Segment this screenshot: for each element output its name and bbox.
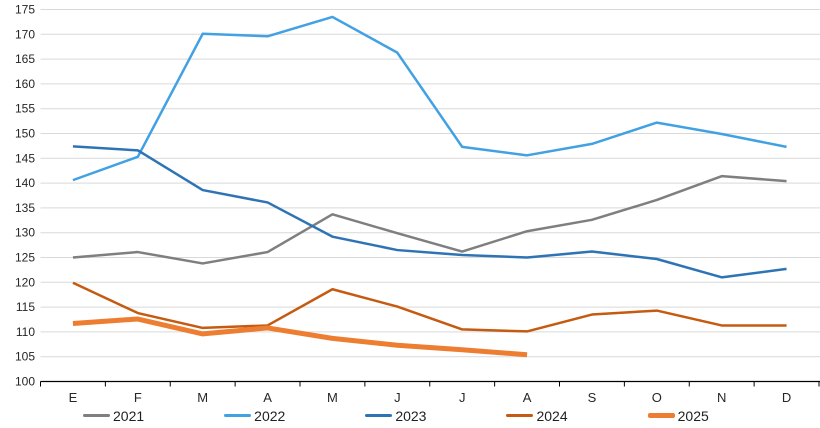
legend-swatch-2025 <box>647 413 675 418</box>
y-tick-label-130: 130 <box>15 226 35 240</box>
y-tick-label-105: 105 <box>15 350 35 364</box>
legend-item-2021: 2021 <box>83 408 144 424</box>
x-tick-label-3: A <box>263 390 272 404</box>
y-tick-label-125: 125 <box>15 251 35 265</box>
y-tick-label-160: 160 <box>15 77 35 91</box>
legend-swatch-2022 <box>224 414 252 417</box>
y-tick-label-165: 165 <box>15 52 35 66</box>
line-2025 <box>72 316 528 358</box>
legend-item-2024: 2024 <box>506 407 568 424</box>
line-2021 <box>72 174 787 265</box>
line-2023 <box>72 145 787 279</box>
x-tick-label-6: J <box>459 390 466 404</box>
x-tick-label-5: J <box>394 390 401 404</box>
y-tick-label-175: 175 <box>15 3 35 17</box>
y-axis-labels: 100 105 110 115 120 125 130 135 140 145 150 155 160 1… <box>15 3 35 389</box>
x-tick-label-4: M <box>327 390 338 404</box>
legend-label-2025: 2025 <box>677 407 709 424</box>
legend-label-2024: 2024 <box>536 407 568 424</box>
legend-swatch-2023 <box>365 414 393 417</box>
legend-swatch-2024 <box>506 414 534 417</box>
legend-item-2023: 2023 <box>365 408 426 424</box>
y-tick-label-140: 140 <box>15 176 35 190</box>
x-tick-label-2: M <box>197 390 208 404</box>
legend-swatch-2021 <box>83 414 110 417</box>
y-tick-label-155: 155 <box>15 102 35 116</box>
chart-legend: 2021 2022 2023 2024 2025 <box>83 404 709 427</box>
x-tick-label-10: N <box>717 390 726 404</box>
chart-canvas: 100 105 110 115 120 125 130 135 140 145 150 155 160 1… <box>15 3 820 404</box>
y-tick-label-145: 145 <box>15 151 35 165</box>
x-tick-label-8: S <box>588 390 597 404</box>
y-tick-label-100: 100 <box>15 375 35 389</box>
line-2022 <box>72 15 787 182</box>
y-tick-label-110: 110 <box>16 325 35 339</box>
line-2024 <box>72 281 787 333</box>
legend-label-2023: 2023 <box>395 407 427 424</box>
legend-label-2021: 2021 <box>113 407 145 424</box>
legend-item-2022: 2022 <box>224 408 285 424</box>
y-tick-label-120: 120 <box>15 275 35 289</box>
x-tick-label-0: E <box>69 390 78 404</box>
y-tick-label-135: 135 <box>15 201 35 215</box>
x-tick-label-11: D <box>782 390 791 404</box>
series-lines <box>72 15 787 358</box>
y-tick-label-150: 150 <box>15 127 35 141</box>
x-axis <box>40 380 820 387</box>
gridlines <box>40 9 820 358</box>
y-tick-label-170: 170 <box>15 27 35 41</box>
legend-item-2025: 2025 <box>647 407 709 424</box>
y-tick-label-115: 115 <box>16 300 35 314</box>
x-tick-label-9: O <box>652 390 662 404</box>
legend-label-2022: 2022 <box>254 407 286 424</box>
x-tick-label-7: A <box>523 390 532 404</box>
x-tick-label-1: F <box>134 390 142 404</box>
